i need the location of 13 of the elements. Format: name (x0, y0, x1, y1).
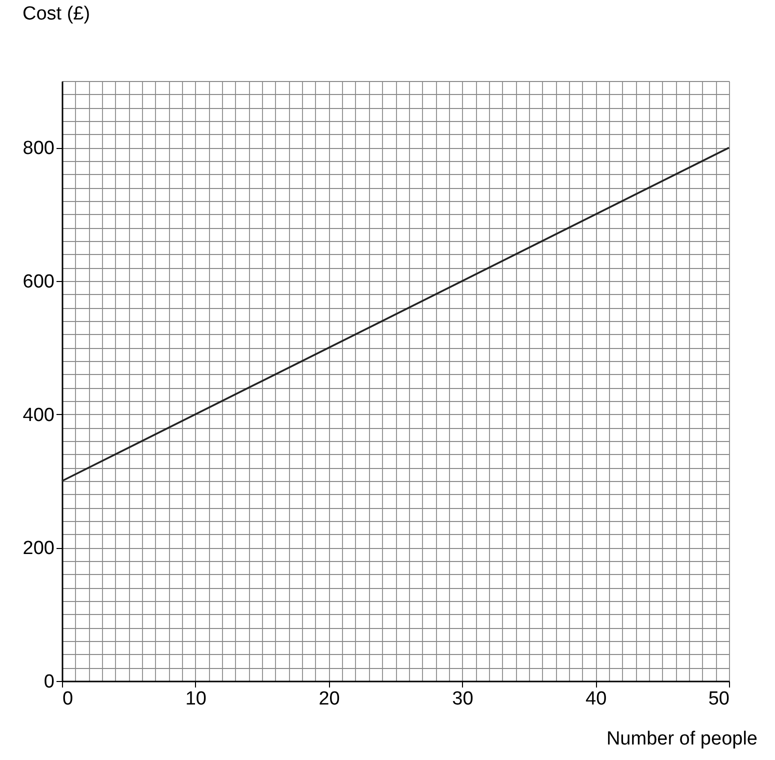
x-tick-label: 20 (318, 688, 340, 710)
y-tick-label: 400 (22, 404, 54, 426)
y-tick-label: 600 (22, 272, 54, 292)
x-axis-title: Number of people (606, 728, 758, 750)
x-tick-label: 30 (452, 688, 474, 710)
y-tick-label: 0 (44, 672, 54, 692)
y-tick-label: 800 (22, 138, 54, 160)
x-tick-label: 0 (62, 688, 74, 710)
x-tick-label: 10 (185, 688, 206, 710)
y-tick-label: 200 (22, 538, 54, 560)
y-axis-title: Cost (£) (22, 4, 90, 24)
x-tick-label: 50 (708, 688, 730, 710)
x-tick-label: 40 (586, 688, 607, 710)
